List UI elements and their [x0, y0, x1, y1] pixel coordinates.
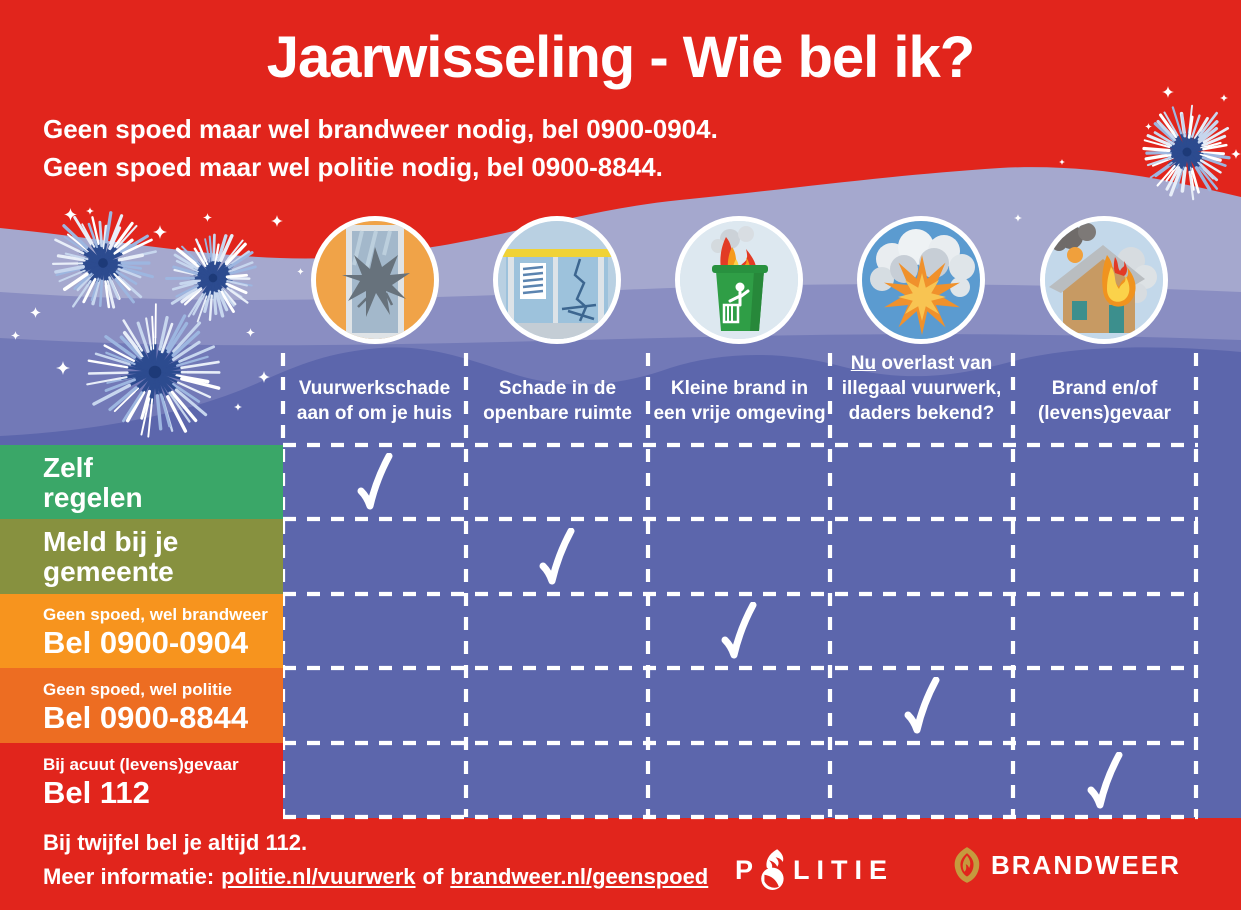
broken-window-icon [311, 216, 439, 344]
intro-line-politie: Geen spoed maar wel politie nodig, bel 0… [43, 152, 663, 182]
row-bel-112: Bij acuut (levens)gevaar Bel 112 [0, 743, 283, 818]
column-header-kleine-brand: Kleine brand in een vrije omgeving [653, 378, 826, 424]
checkmark-r2c2 [539, 527, 575, 584]
footer-info-separator: of [422, 864, 444, 889]
checkmark-r3c3 [721, 602, 757, 659]
row-bel-politie: Geen spoed, wel politie Bel 0900-8844 [0, 668, 283, 743]
checkmark-r5c5 [1087, 751, 1122, 808]
column-header-vuurwerkschade: Vuurwerkschade aan of om je huis [296, 378, 453, 424]
politie-flame-icon [761, 849, 784, 890]
brandweer-flame-icon [954, 847, 980, 883]
column-header-brand-gevaar: Brand en/of (levens)gevaar [1037, 378, 1172, 424]
burning-waste-container-icon [675, 216, 803, 344]
intro-line-brandweer: Geen spoed maar wel brandweer nodig, bel… [43, 114, 718, 144]
politie-logo-text-p: P [735, 854, 761, 885]
intro-text: Geen spoed maar wel brandweer nodig, bel… [43, 110, 718, 186]
footer-info: Meer informatie: politie.nl/vuurwerk of bra… [43, 860, 715, 894]
link-politie-vuurwerk[interactable]: politie.nl/vuurwerk [221, 864, 416, 889]
explosion-icon [857, 216, 985, 344]
footer-info-prefix: Meer informatie: [43, 864, 215, 889]
brandweer-logo-text: BRANDWEER [991, 849, 1181, 880]
politie-logo: P LITIE [735, 849, 894, 891]
footer: Bij twijfel bel je altijd 112. Meer info… [43, 826, 715, 894]
checkmark-r4c4 [904, 676, 939, 733]
checkmark-r1c1 [357, 453, 392, 510]
column-header-schade-openbare-ruimte: Schade in de openbare ruimte [483, 378, 632, 424]
burning-house-icon [1040, 216, 1168, 344]
footer-note: Bij twijfel bel je altijd 112. [43, 830, 308, 855]
damaged-bus-shelter-icon [493, 216, 621, 344]
politie-logo-text-rest: LITIE [793, 854, 895, 885]
column-header-illegaal-vuurwerk: Nu overlast van illegaal vuurwerk, dader… [841, 353, 1002, 424]
row-meld-bij-gemeente: Meld bij je gemeente [0, 519, 283, 594]
link-brandweer-geenspoed[interactable]: brandweer.nl/geenspoed [450, 864, 709, 889]
brandweer-logo: BRANDWEER [950, 845, 1181, 885]
poster-title: Jaarwisseling - Wie bel ik? [266, 25, 975, 90]
row-zelf-regelen: Zelf regelen [0, 445, 283, 519]
row-bel-brandweer: Geen spoed, wel brandweer Bel 0900-0904 [0, 594, 283, 668]
